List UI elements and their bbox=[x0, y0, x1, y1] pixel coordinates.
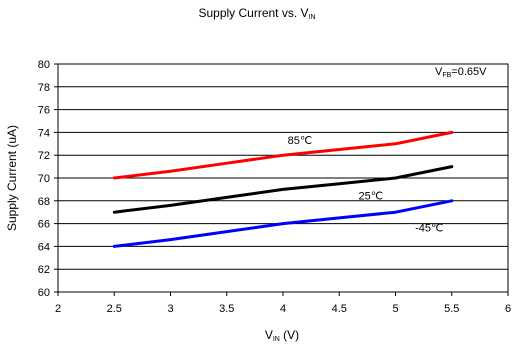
y-tick-label: 60 bbox=[38, 287, 50, 299]
y-tick-label: 64 bbox=[38, 241, 50, 253]
x-tick-label: 5 bbox=[392, 303, 398, 315]
x-tick-label: 4 bbox=[280, 303, 286, 315]
x-tick-label: 2.5 bbox=[107, 303, 122, 315]
chart-title: Supply Current vs. VIN bbox=[198, 6, 316, 21]
y-tick-label: 66 bbox=[38, 219, 50, 231]
condition-label: VFB=0.65V bbox=[435, 66, 487, 79]
y-tick-label: 74 bbox=[38, 127, 50, 139]
y-tick-label: 76 bbox=[38, 105, 50, 117]
y-tick-label: 62 bbox=[38, 264, 50, 276]
x-tick-label: 5.5 bbox=[444, 303, 459, 315]
y-tick-label: 70 bbox=[38, 173, 50, 185]
x-tick-label: 3.5 bbox=[219, 303, 234, 315]
series-line bbox=[112, 130, 454, 180]
series-line bbox=[112, 165, 454, 214]
y-tick-label: 68 bbox=[38, 196, 50, 208]
x-axis-label: VIN (V) bbox=[264, 328, 300, 343]
y-tick-label: 80 bbox=[38, 59, 50, 71]
x-tick-label: 3 bbox=[167, 303, 173, 315]
y-axis-label: Supply Current (uA) bbox=[5, 124, 19, 232]
x-tick-label: 4.5 bbox=[332, 303, 347, 315]
y-tick-label: 72 bbox=[38, 150, 50, 162]
series-label: 85℃ bbox=[288, 135, 313, 147]
x-tick-label: 6 bbox=[505, 303, 511, 315]
y-tick-label: 78 bbox=[38, 82, 50, 94]
x-tick-label: 2 bbox=[55, 303, 61, 315]
series-label: -45℃ bbox=[415, 223, 443, 235]
series-line bbox=[112, 199, 454, 248]
series-label: 25℃ bbox=[358, 191, 383, 203]
